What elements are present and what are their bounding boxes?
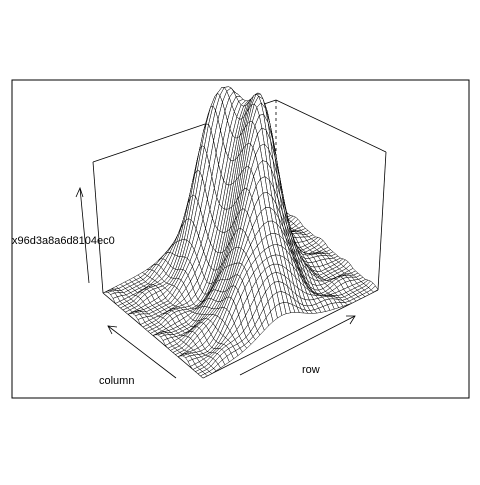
row-axis-label: row	[302, 364, 320, 376]
z-axis-arrowhead	[76, 188, 83, 197]
z-axis-label: x96d3a8a6d8104ec0	[12, 235, 115, 247]
box-edge	[93, 162, 103, 293]
box-edge	[378, 152, 386, 290]
column-axis-label: column	[99, 375, 134, 387]
box-edge	[276, 100, 386, 152]
surface-mesh	[103, 87, 378, 378]
